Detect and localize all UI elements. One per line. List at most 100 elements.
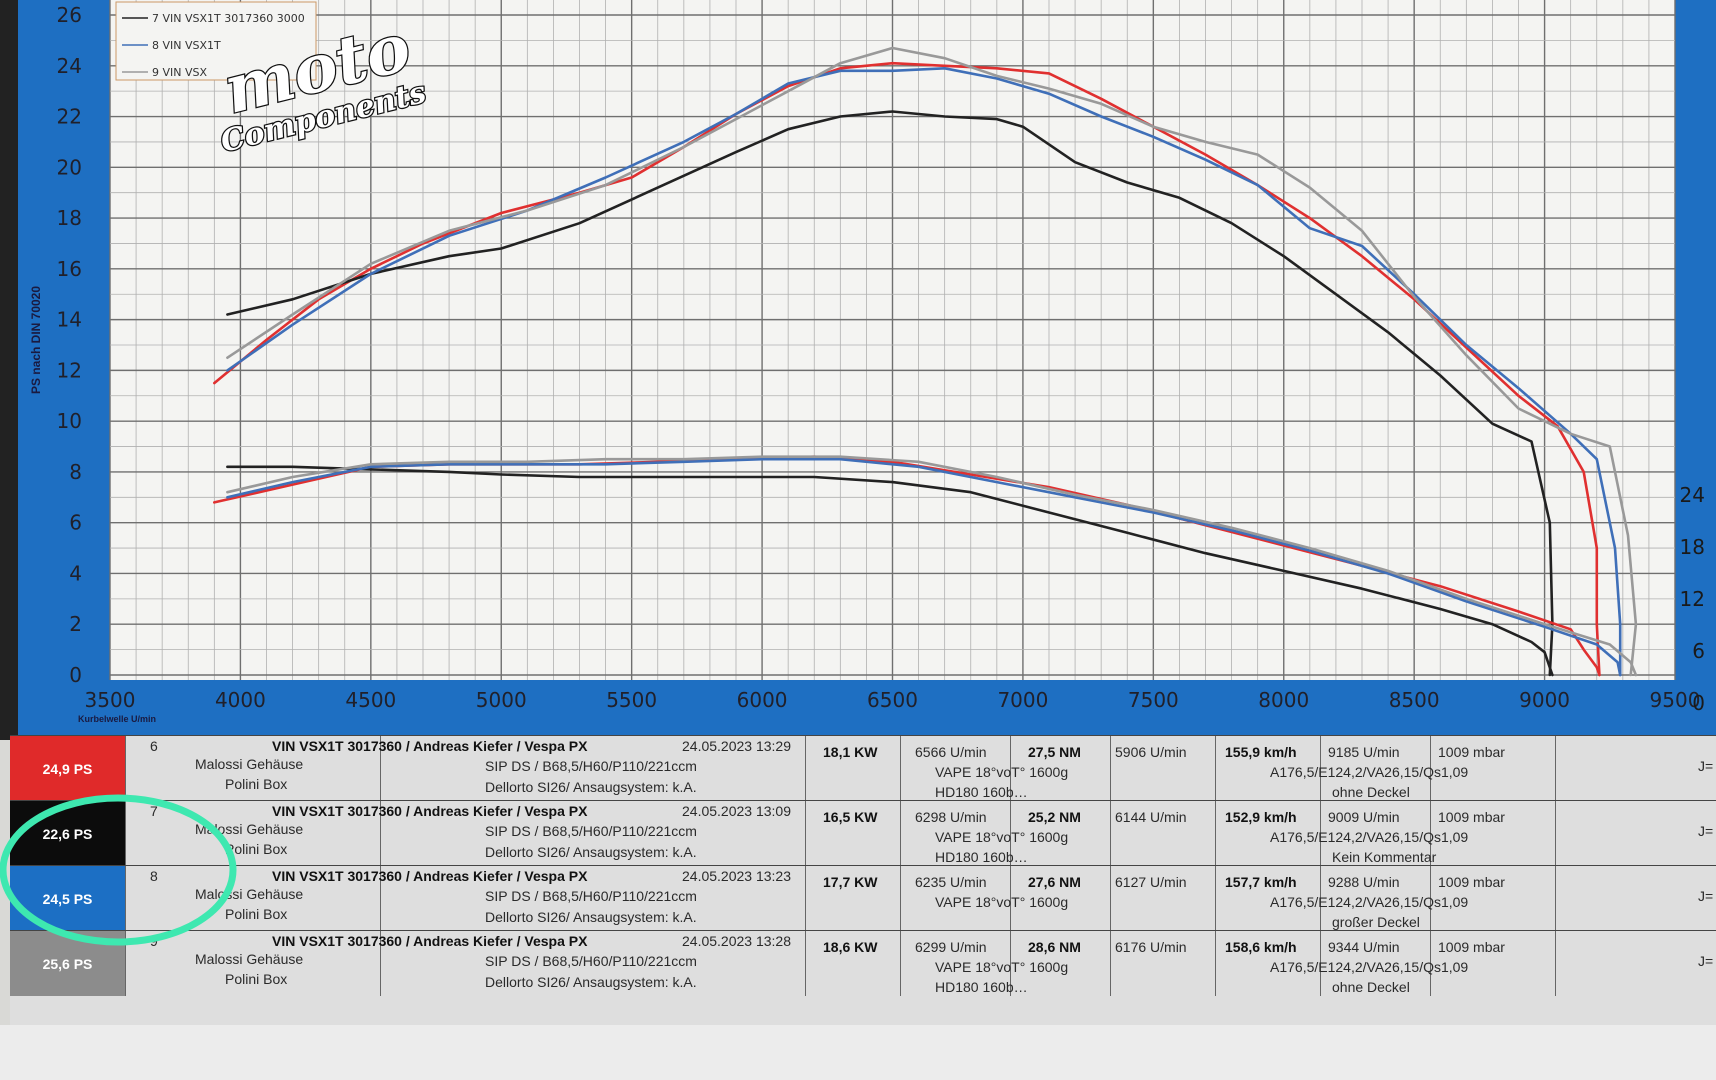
run-speed: 152,9 km/h: [1225, 809, 1297, 825]
run-number: 7: [150, 803, 158, 819]
series-line-torque-6: [226, 457, 1622, 677]
cell-divider: [1215, 801, 1216, 866]
run-pressure: 1009 mbar: [1438, 874, 1505, 890]
right-tick-label: 12: [1680, 587, 1705, 611]
legend-label: 9 VIN VSX: [152, 66, 207, 79]
run-row[interactable]: 24,5 PS 8 VIN VSX1T 3017360 / Andreas Kief…: [10, 865, 1716, 931]
row-side-mark: J=: [1698, 758, 1714, 774]
cell-divider: [1555, 736, 1556, 801]
cell-divider: [1320, 801, 1321, 866]
row-side-mark: J=: [1698, 888, 1714, 904]
power-badge: 24,9 PS: [10, 736, 125, 801]
run-kw-rpm: 6299 U/min: [915, 939, 987, 955]
run-number: 6: [150, 738, 158, 754]
run-pressure: 1009 mbar: [1438, 809, 1505, 825]
run-ignition: VAPE 18°voT° 1600g: [935, 894, 1069, 910]
cell-divider: [1215, 931, 1216, 996]
run-speed: 157,7 km/h: [1225, 874, 1297, 890]
series-line-power-3: [226, 46, 1638, 677]
cell-divider: [1320, 866, 1321, 931]
run-nm-rpm: 6127 U/min: [1115, 874, 1187, 890]
y-tick-label: 22: [57, 105, 82, 129]
run-main-jet: HD180 160b…: [935, 849, 1028, 865]
cell-divider: [1110, 736, 1111, 801]
run-note: ohne Deckel: [1332, 784, 1410, 800]
run-row[interactable]: 25,6 PS 9 VIN VSX1T 3017360 / Andreas Kief…: [10, 930, 1716, 996]
cell-divider: [1110, 931, 1111, 996]
cell-divider: [125, 866, 126, 931]
x-tick-label: 7500: [1128, 688, 1179, 712]
x-tick-label: 9000: [1519, 688, 1570, 712]
x-tick-label: 8500: [1389, 688, 1440, 712]
x-tick-label: 4000: [215, 688, 266, 712]
run-ignition: VAPE 18°voT° 1600g: [935, 829, 1069, 845]
run-kw: 17,7 KW: [823, 874, 878, 890]
cell-divider: [900, 866, 901, 931]
series-line-torque-5: [226, 465, 1554, 677]
dyno-chart: 7 VIN VSX1T 3017360 3000 8 VIN VSX1T 9 VIN…: [0, 0, 1716, 740]
cell-divider: [900, 736, 901, 801]
run-row[interactable]: 24,9 PS 6 VIN VSX1T 3017360 / Andreas Kief…: [10, 735, 1716, 801]
cell-divider: [1010, 801, 1011, 866]
cell-divider: [125, 801, 126, 866]
run-ignition: VAPE 18°voT° 1600g: [935, 764, 1069, 780]
run-kw-rpm: 6235 U/min: [915, 874, 987, 890]
x-axis-label: Kurbelwelle U/min: [78, 714, 156, 724]
run-note: ohne Deckel: [1332, 979, 1410, 995]
run-carb: Dellorto SI26/ Ansaugsystem: k.A.: [485, 974, 697, 990]
run-nm: 25,2 NM: [1028, 809, 1081, 825]
cell-divider: [1010, 736, 1011, 801]
x-tick-label: 5500: [606, 688, 657, 712]
x-tick-label: 5000: [476, 688, 527, 712]
run-title: VIN VSX1T 3017360 / Andreas Kiefer / Ves…: [272, 868, 588, 884]
y-tick-label: 20: [57, 155, 82, 179]
cell-divider: [805, 866, 806, 931]
cell-divider: [1430, 866, 1431, 931]
run-jetting: A176,5/E124,2/VA26,15/Qs1,09: [1270, 829, 1469, 845]
cell-divider: [125, 931, 126, 996]
series-line-power-0: [213, 61, 1601, 677]
run-speed-rpm: 9009 U/min: [1328, 809, 1400, 825]
run-setup: SIP DS / B68,5/H60/P110/221ccm: [485, 758, 697, 774]
y-tick-label: 4: [69, 561, 82, 585]
y-axis-label: PS nach DIN 70020: [29, 286, 43, 394]
screen-bottom: [0, 1025, 1716, 1080]
run-airbox: Polini Box: [225, 776, 288, 792]
run-pressure: 1009 mbar: [1438, 939, 1505, 955]
run-date: 24.05.2023 13:09: [682, 803, 791, 819]
run-kw: 18,6 KW: [823, 939, 878, 955]
cell-divider: [805, 931, 806, 996]
x-tick-label: 8000: [1258, 688, 1309, 712]
run-airbox: Polini Box: [225, 906, 288, 922]
run-title: VIN VSX1T 3017360 / Andreas Kiefer / Ves…: [272, 933, 588, 949]
run-speed-rpm: 9344 U/min: [1328, 939, 1400, 955]
run-nm-rpm: 6176 U/min: [1115, 939, 1187, 955]
cell-divider: [125, 736, 126, 801]
power-badge: 24,5 PS: [10, 866, 125, 931]
run-nm: 27,6 NM: [1028, 874, 1081, 890]
row-side-mark: J=: [1698, 953, 1714, 969]
run-kw: 16,5 KW: [823, 809, 878, 825]
cell-divider: [805, 801, 806, 866]
cell-divider: [1430, 736, 1431, 801]
cell-divider: [1320, 931, 1321, 996]
x-tick-label: 4500: [345, 688, 396, 712]
run-row[interactable]: 22,6 PS 7 VIN VSX1T 3017360 / Andreas Kief…: [10, 800, 1716, 866]
run-housing: Malossi Gehäuse: [195, 821, 304, 837]
cell-divider: [1215, 866, 1216, 931]
right-tick-label: 18: [1680, 535, 1705, 559]
run-carb: Dellorto SI26/ Ansaugsystem: k.A.: [485, 909, 697, 925]
series-group: [213, 46, 1638, 677]
legend: 7 VIN VSX1T 3017360 3000 8 VIN VSX1T 9 VIN…: [115, 1, 317, 81]
y-tick-label: 16: [57, 257, 82, 281]
x-tick-label: 3500: [85, 688, 136, 712]
run-carb: Dellorto SI26/ Ansaugsystem: k.A.: [485, 844, 697, 860]
x-tick-label: 6000: [737, 688, 788, 712]
x-tick-label: 9500: [1650, 688, 1701, 712]
run-date: 24.05.2023 13:28: [682, 933, 791, 949]
run-nm: 28,6 NM: [1028, 939, 1081, 955]
cell-divider: [1320, 736, 1321, 801]
run-airbox: Polini Box: [225, 841, 288, 857]
x-tick-label: 6500: [867, 688, 918, 712]
